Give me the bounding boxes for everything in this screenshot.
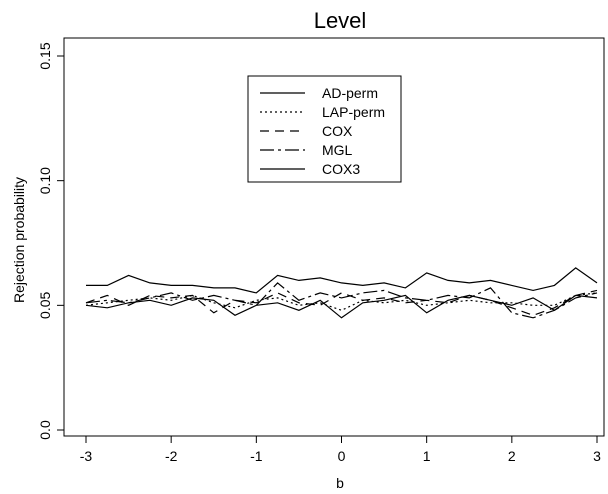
x-tick-label: -3 xyxy=(80,448,93,464)
legend-label: MGL xyxy=(322,142,353,158)
legend-label: COX xyxy=(322,123,353,139)
series-line-cox xyxy=(85,289,598,316)
x-tick-label: 1 xyxy=(423,448,431,464)
x-tick-label: -1 xyxy=(250,448,263,464)
chart-title: Level xyxy=(314,8,367,33)
y-tick-label: 0.05 xyxy=(37,291,53,318)
series-line-mgl xyxy=(85,282,598,319)
legend-box xyxy=(247,75,402,183)
plot-frame xyxy=(63,37,605,437)
x-tick-label: 2 xyxy=(508,448,516,464)
legend-label: COX3 xyxy=(322,161,360,177)
y-tick-label: 0.0 xyxy=(37,420,53,440)
y-tick-label: 0.15 xyxy=(37,42,53,69)
x-tick-label: 0 xyxy=(338,448,346,464)
y-tick-label: 0.10 xyxy=(37,167,53,194)
series-line-lap-perm xyxy=(85,292,598,311)
axes: -3 -2 -1 0 1 2 3 0.0 0.05 0.10 0.15 xyxy=(37,42,601,464)
x-axis-label: b xyxy=(336,475,344,491)
legend-label: AD-perm xyxy=(322,85,378,101)
legend: AD-perm LAP-perm COX MGL COX3 xyxy=(247,75,402,183)
x-tick-label: 3 xyxy=(593,448,601,464)
series-line-cox3 xyxy=(86,267,598,294)
series-layer xyxy=(85,267,598,319)
x-tick-label: -2 xyxy=(165,448,178,464)
series-line-ad-perm xyxy=(85,294,598,319)
legend-label: LAP-perm xyxy=(322,104,385,120)
y-axis-label: Rejection probability xyxy=(11,177,27,303)
